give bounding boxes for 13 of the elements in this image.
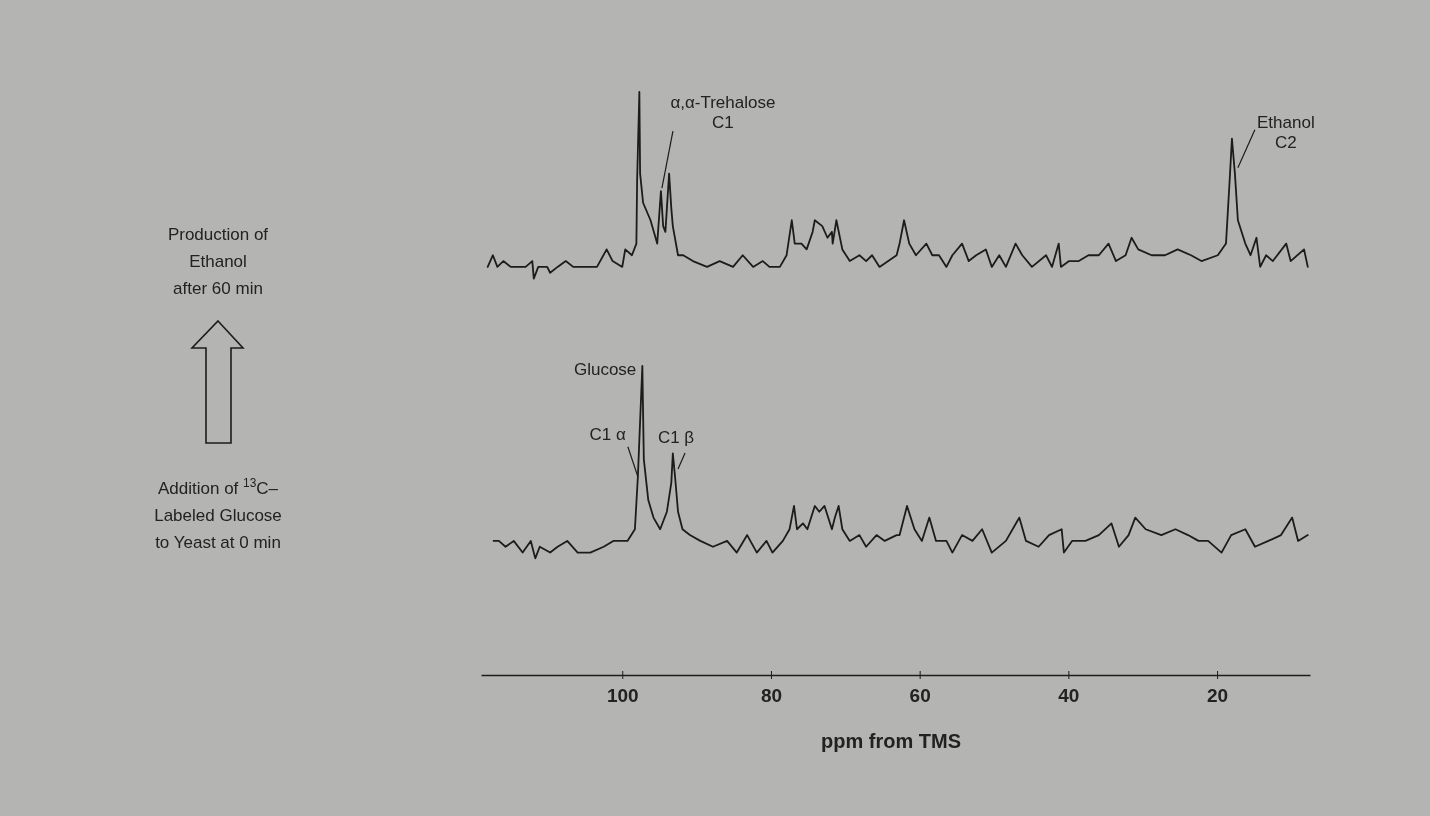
x-axis-title: ppm from TMS [821, 730, 961, 752]
x-tick-label: 20 [1206, 685, 1229, 707]
annotation: C1 α [589, 424, 627, 444]
x-tick-label: 60 [909, 685, 931, 707]
annotation: Glucose [573, 360, 637, 380]
x-tick-label: 100 [606, 685, 639, 707]
text: Addition of $^{13}$C– Labeled Glucose to Yeast at 0 min [154, 476, 282, 552]
x-tick-label: 80 [760, 685, 783, 707]
annotation: C1 β [657, 427, 695, 447]
annotation: Ethanol C2 [1257, 112, 1315, 152]
text: Production of Ethanol after 60 min [167, 225, 269, 298]
x-tick-label: 40 [1058, 685, 1080, 707]
annotation: α,α-Trehalose C1 [670, 93, 776, 133]
